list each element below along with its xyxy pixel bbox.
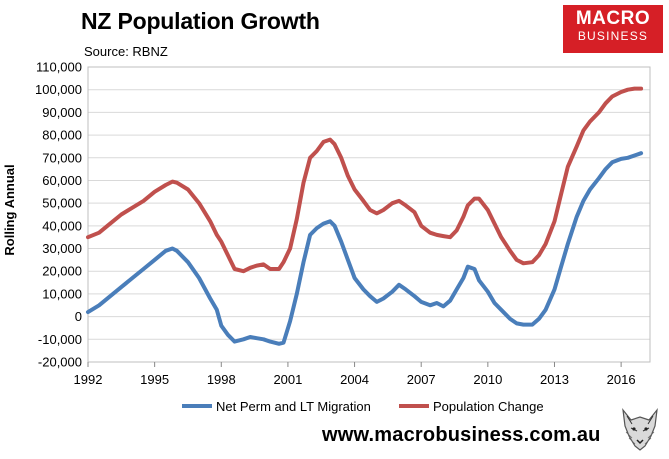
y-tick-label: 90,000	[42, 105, 82, 120]
logo-line-1: MACRO	[575, 8, 651, 29]
y-tick-label: 40,000	[42, 218, 82, 233]
source-note: Source: RBNZ	[84, 44, 168, 59]
y-tick-label: 70,000	[42, 150, 82, 165]
x-tick-label: 2004	[340, 372, 369, 387]
macrobusiness-logo: MACRO BUSINESS	[563, 5, 663, 53]
plot-frame	[87, 66, 651, 363]
legend: Net Perm and LT Migration Population Chan…	[182, 399, 544, 414]
legend-label: Net Perm and LT Migration	[216, 399, 371, 414]
y-tick-label: 10,000	[42, 286, 82, 301]
x-tick-label: 1998	[207, 372, 236, 387]
x-tick-label: 2001	[273, 372, 302, 387]
y-tick-label: 50,000	[42, 196, 82, 211]
axes	[87, 66, 651, 363]
x-tick-label: 2010	[473, 372, 502, 387]
y-tick-label: -20,000	[38, 355, 82, 370]
page-title: NZ Population Growth	[81, 8, 320, 34]
series-line-net-migration	[86, 151, 644, 346]
y-axis-label: Rolling Annual	[2, 164, 17, 255]
x-tick-label: 2007	[407, 372, 436, 387]
y-tick-label: 110,000	[36, 60, 82, 75]
gridlines	[88, 66, 650, 363]
x-tick-label: 2016	[607, 372, 636, 387]
logo-line-2: BUSINESS	[577, 29, 649, 43]
x-tick-label: 2013	[540, 372, 569, 387]
x-axis-ticks: 1992 1995 1998 2001 2004 2007 2010 2013 2016	[74, 362, 636, 387]
legend-label: Population Change	[433, 399, 544, 414]
y-tick-label: -10,000	[38, 332, 82, 347]
y-tick-label: 100,000	[35, 82, 82, 97]
website-url: www.macrobusiness.com.au	[322, 424, 601, 446]
series-line-population-change	[86, 86, 644, 274]
y-tick-label: 20,000	[42, 264, 82, 279]
x-tick-label: 1992	[74, 372, 103, 387]
y-tick-label: 80,000	[42, 128, 82, 143]
y-tick-label: 60,000	[42, 173, 82, 188]
y-tick-label: 30,000	[42, 241, 82, 256]
series-lines	[86, 86, 644, 346]
y-tick-label: 0	[75, 309, 82, 324]
wolf-mascot-icon	[617, 404, 663, 452]
x-tick-label: 1995	[140, 372, 169, 387]
y-axis-ticks: -20,000 -10,000 0 10,000 20,000 30,000 40,000 5…	[35, 60, 82, 370]
